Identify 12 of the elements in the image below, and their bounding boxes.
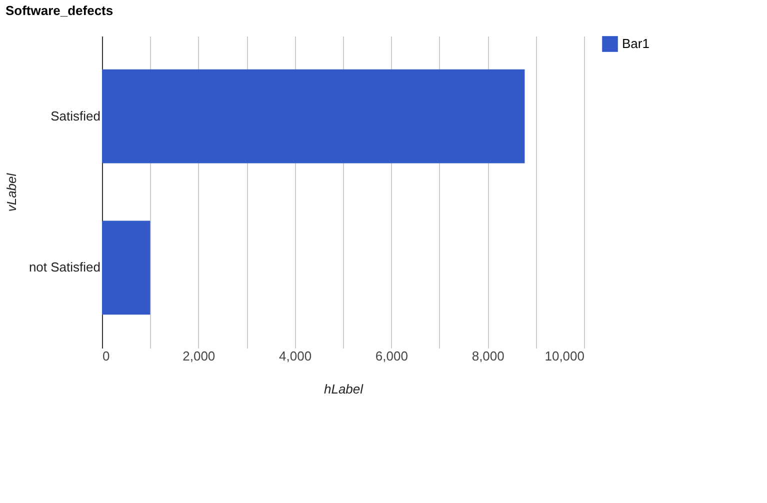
legend-label: Bar1: [622, 36, 650, 51]
chart-title: Software_defects: [5, 3, 114, 18]
x-tick-label: 2,000: [182, 348, 216, 364]
x-tick-label: 0: [102, 348, 110, 364]
y-axis-title: vLabel: [4, 172, 19, 212]
x-tick-label: 6,000: [375, 348, 408, 364]
x-tick-label: 4,000: [279, 348, 312, 364]
y-tick-label: not Satisfied: [28, 260, 100, 275]
y-tick-label: Satisfied: [50, 108, 100, 124]
x-tick-label: 8,000: [472, 348, 504, 364]
x-axis-title: hLabel: [324, 382, 364, 396]
x-tick-label: 10,000: [544, 348, 584, 364]
